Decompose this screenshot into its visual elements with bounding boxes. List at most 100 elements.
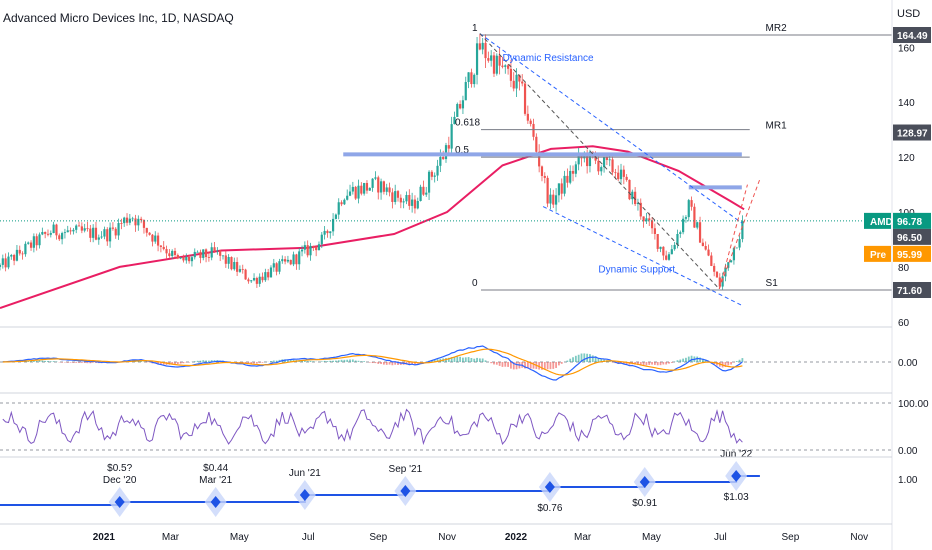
macd-histogram-bar xyxy=(47,360,49,362)
price-badge-tag xyxy=(864,245,891,262)
fib-level-label: 0.5 xyxy=(455,145,469,156)
macd-histogram-bar xyxy=(55,361,58,362)
candle-body xyxy=(427,171,431,193)
price-badge xyxy=(893,212,931,229)
price-badge xyxy=(893,245,931,262)
candle-body xyxy=(385,187,388,192)
channel-label: Dynamic Support xyxy=(598,264,675,275)
macd-histogram-bar xyxy=(490,362,493,364)
macd-histogram-bar xyxy=(467,357,470,362)
candle-body xyxy=(622,169,625,177)
candle-body xyxy=(478,43,481,50)
candle-body xyxy=(718,277,721,287)
candle-body xyxy=(216,250,219,252)
candle-body xyxy=(97,237,100,240)
candle-body xyxy=(436,165,439,176)
candle-body xyxy=(94,227,98,240)
candle-body xyxy=(354,186,357,199)
candle-body xyxy=(193,251,196,258)
macd-histogram-bar xyxy=(196,360,199,362)
macd-histogram-bar xyxy=(699,357,701,362)
candle-body xyxy=(29,242,33,248)
macd-histogram-bar xyxy=(205,360,207,362)
candle-body xyxy=(645,218,648,222)
macd-histogram-bar xyxy=(464,357,467,362)
candle-body xyxy=(89,228,92,238)
macd-histogram-bar xyxy=(447,357,450,362)
macd-histogram-bar xyxy=(625,362,628,365)
candle-body xyxy=(594,156,597,161)
candle-body xyxy=(396,191,400,198)
macd-histogram-bar xyxy=(724,362,727,368)
macd-histogram-bar xyxy=(292,359,295,362)
eps-marker xyxy=(639,476,650,488)
macd-histogram-bar xyxy=(546,362,549,370)
candle-body xyxy=(484,42,487,59)
candle-body xyxy=(560,183,563,194)
candle-body xyxy=(679,232,682,234)
rsi-pane: 100.00 0.00 xyxy=(0,399,929,457)
candle-body xyxy=(272,263,275,268)
candle-body xyxy=(334,214,338,219)
macd-histogram-bar xyxy=(89,362,92,364)
macd-histogram-bar xyxy=(30,360,32,362)
candle-body xyxy=(365,182,369,191)
macd-histogram-bar xyxy=(75,362,78,363)
candle-body xyxy=(569,170,572,183)
macd-tick-label: 0.00 xyxy=(898,358,918,369)
eps-marker xyxy=(114,496,125,508)
candle-body xyxy=(475,43,479,75)
price-badge-tag-label: AMD xyxy=(870,217,893,228)
macd-histogram-bar xyxy=(44,360,47,362)
candle-body xyxy=(504,65,507,67)
candle-body xyxy=(221,255,225,257)
macd-histogram-bar xyxy=(377,362,380,364)
price-badge-tag xyxy=(864,212,891,229)
rsi-line xyxy=(2,408,743,446)
candle-body xyxy=(0,264,2,267)
candle-body xyxy=(696,222,699,228)
channel-line xyxy=(718,178,761,290)
candle-body xyxy=(331,218,335,232)
candle-body xyxy=(162,246,165,250)
candle-body xyxy=(264,272,267,281)
macd-histogram-bar xyxy=(250,362,253,364)
candle-body xyxy=(244,269,247,280)
macd-histogram-bar xyxy=(656,362,659,366)
macd-histogram-bar xyxy=(481,358,484,362)
candle-body xyxy=(15,249,19,261)
macd-histogram-bar xyxy=(653,362,656,365)
candle-body xyxy=(682,218,685,233)
candle-body xyxy=(86,228,89,230)
candle-body xyxy=(523,83,527,114)
macd-histogram-bar xyxy=(704,359,707,362)
candle-body xyxy=(120,223,123,224)
candle-body xyxy=(306,245,309,256)
macd-histogram-bar xyxy=(543,362,546,370)
macd-histogram-bar xyxy=(541,362,543,370)
candle-body xyxy=(295,254,298,265)
candle-body xyxy=(399,197,402,203)
y-tick-label: 160 xyxy=(898,43,915,54)
candle-body xyxy=(241,269,244,270)
macd-histogram-bar xyxy=(182,362,185,364)
candle-body xyxy=(571,170,575,174)
macd-histogram-bar xyxy=(306,361,309,362)
candle-body xyxy=(741,220,744,240)
candle-body xyxy=(374,177,377,179)
candle-body xyxy=(433,175,436,177)
macd-histogram-bar xyxy=(608,361,611,362)
eps-period-label: Jun '21 xyxy=(289,468,321,479)
macd-histogram-bar xyxy=(83,362,86,363)
macd-histogram-bar xyxy=(38,360,41,362)
macd-histogram-bar xyxy=(41,360,44,362)
candle-body xyxy=(687,200,690,218)
candle-body xyxy=(75,225,78,230)
macd-histogram-bar xyxy=(679,359,682,362)
eps-period-label: Mar '21 xyxy=(199,475,232,486)
macd-histogram-bar xyxy=(326,361,329,362)
candle-body xyxy=(540,166,544,176)
macd-histogram-bar xyxy=(351,359,354,362)
candle-body xyxy=(72,229,75,232)
